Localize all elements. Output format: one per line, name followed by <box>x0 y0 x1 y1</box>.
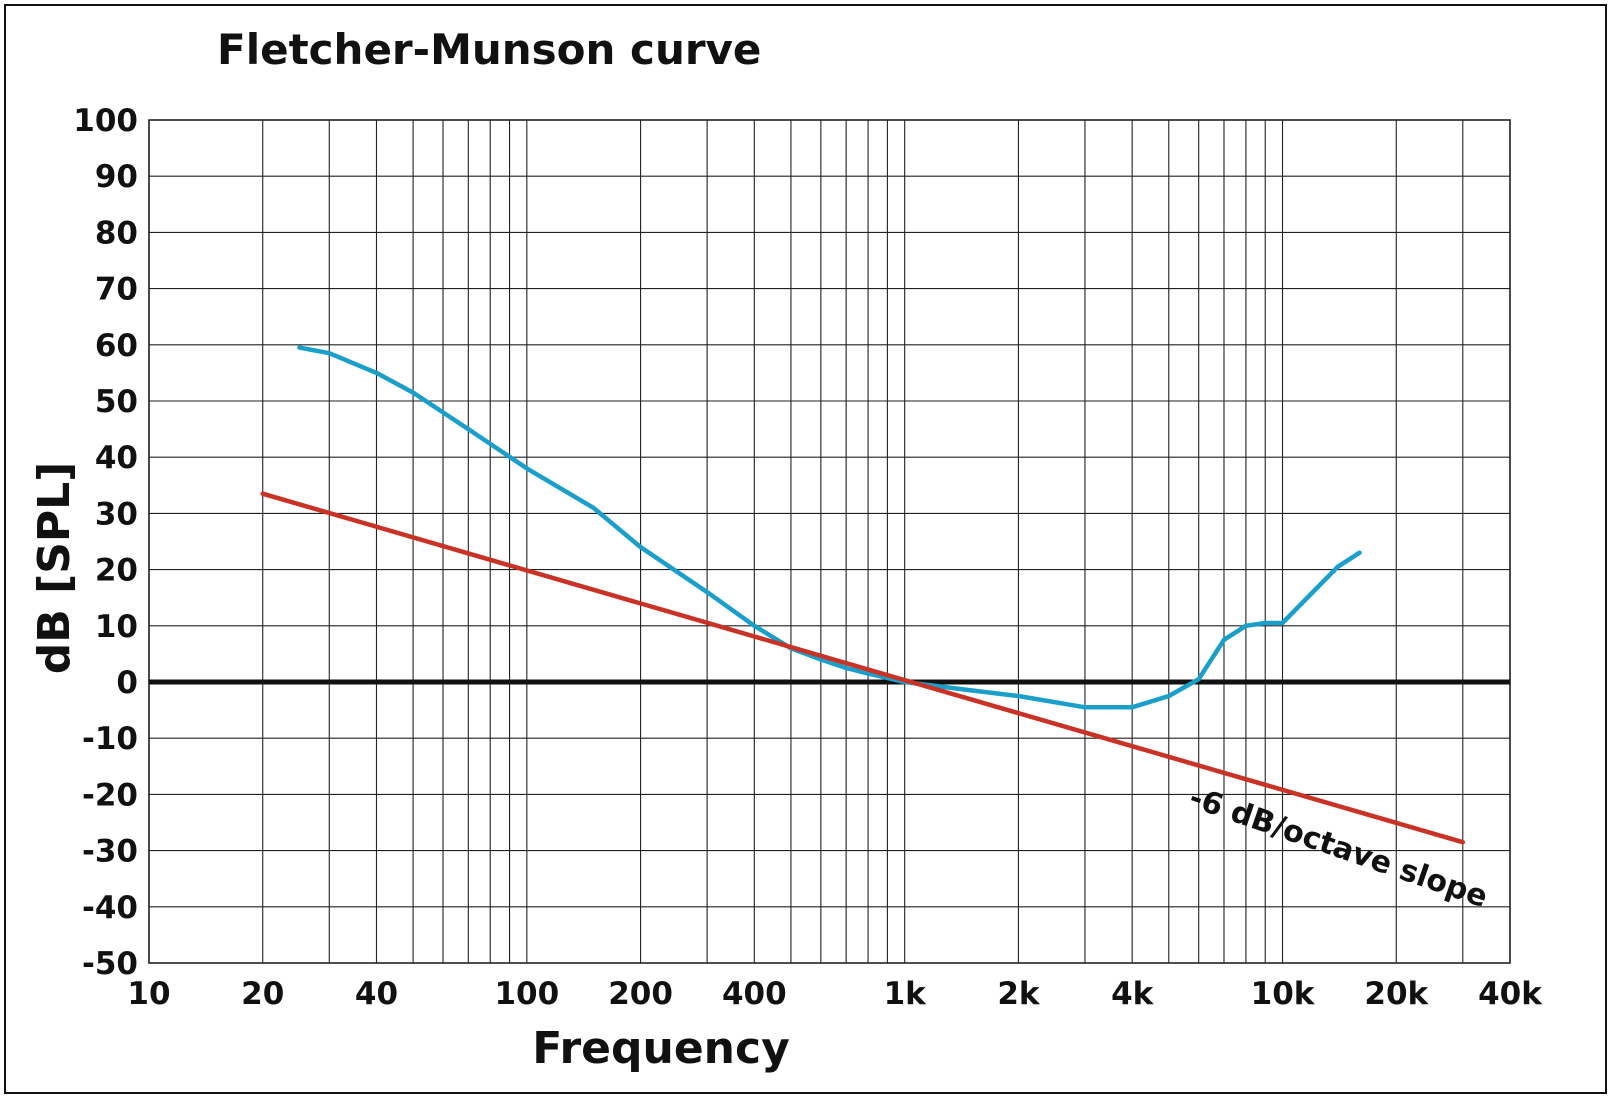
x-tick-label: 200 <box>608 976 673 1012</box>
x-axis-label: Frequency <box>532 1023 790 1074</box>
x-tick-label: 1k <box>884 976 928 1012</box>
y-tick-label: -40 <box>82 890 138 926</box>
x-tick-label: 2k <box>997 976 1041 1012</box>
x-tick-label: 40k <box>1478 976 1543 1012</box>
y-tick-label: 50 <box>95 384 138 420</box>
y-tick-label: -10 <box>82 721 138 757</box>
x-tick-label: 10 <box>127 976 170 1012</box>
x-tick-label: 100 <box>494 976 559 1012</box>
y-tick-label: 70 <box>95 272 138 308</box>
y-tick-label: 40 <box>95 440 138 476</box>
slope-annotation: -6 dB/octave slope <box>1185 780 1492 915</box>
plot-border <box>148 119 1511 964</box>
x-tick-label: 4k <box>1111 976 1155 1012</box>
y-tick-label: 10 <box>95 609 138 645</box>
x-tick-label: 20k <box>1364 976 1429 1012</box>
y-tick-label: 60 <box>95 328 138 364</box>
grid <box>148 119 1511 964</box>
y-axis-label: dB [SPL] <box>29 462 80 675</box>
y-tick-label: -20 <box>82 777 138 813</box>
x-tick-label: 400 <box>722 976 787 1012</box>
chart-frame <box>4 4 1607 1094</box>
y-tick-label: 80 <box>95 215 138 251</box>
x-tick-labels: 10 20 40 100 200 400 1k 2k 4k 10k 20k 40k <box>127 976 1543 1012</box>
y-tick-label: 100 <box>73 103 138 139</box>
y-tick-label: 30 <box>95 496 138 532</box>
series-line-slope <box>260 491 1466 845</box>
y-tick-label: -50 <box>82 946 138 982</box>
y-tick-label: 0 <box>116 665 138 701</box>
x-tick-label: 20 <box>241 976 284 1012</box>
x-tick-label: 40 <box>355 976 398 1012</box>
series-layer <box>260 345 1466 845</box>
annotation-layer: -6 dB/octave slope <box>1185 780 1492 915</box>
chart-title: Fletcher-Munson curve <box>217 25 761 74</box>
y-tick-label: -30 <box>82 834 138 870</box>
y-tick-label: 90 <box>95 159 138 195</box>
series-line-equal-loudness <box>297 345 1362 710</box>
y-tick-label: 20 <box>95 553 138 589</box>
x-tick-label: 10k <box>1251 976 1316 1012</box>
